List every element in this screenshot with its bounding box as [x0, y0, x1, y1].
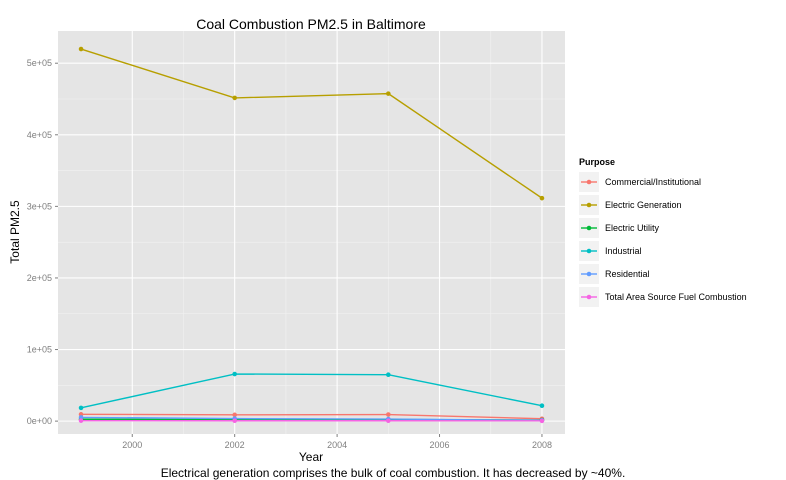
x-tick-label: 2004	[327, 440, 347, 450]
plot-panel	[58, 31, 565, 434]
data-point-industrial	[386, 372, 391, 378]
data-point-electric-generation	[386, 91, 391, 96]
legend-title: Purpose	[579, 157, 615, 167]
data-point-commercial-institutional	[232, 412, 237, 418]
legend-key-point	[586, 202, 592, 208]
data-point-electric-generation	[78, 46, 84, 52]
data-point-total-area-source-fuel-combustion	[539, 418, 545, 424]
data-point-industrial	[232, 371, 237, 377]
y-axis-title: Total PM2.5	[8, 200, 22, 264]
chart-caption: Electrical generation comprises the bulk…	[160, 466, 626, 480]
legend-key-point	[586, 179, 592, 185]
series-line-electric-generation	[80, 48, 543, 199]
y-tick-label: 4e+05	[27, 130, 52, 140]
y-tick-label: 5e+05	[27, 58, 52, 68]
legend-label-industrial: Industrial	[605, 246, 642, 256]
data-point-electric-generation	[232, 95, 237, 101]
series-points	[78, 46, 545, 424]
x-axis-title: Year	[299, 450, 323, 464]
y-tick-label: 0e+00	[27, 416, 52, 426]
data-point-industrial	[539, 403, 545, 409]
data-point-total-area-source-fuel-combustion	[78, 418, 84, 423]
y-tick-label: 2e+05	[27, 273, 52, 283]
data-point-electric-generation	[539, 195, 545, 201]
chart-title: Coal Combustion PM2.5 in Baltimore	[196, 16, 426, 32]
legend-label-residential: Residential	[605, 269, 650, 279]
x-tick-label: 2002	[225, 440, 245, 450]
data-point-total-area-source-fuel-combustion	[232, 418, 237, 424]
legend-key-point	[586, 225, 592, 231]
series-lines	[80, 48, 543, 422]
legend-label-electric-utility: Electric Utility	[605, 223, 660, 233]
x-tick-label: 2000	[122, 440, 142, 450]
data-point-total-area-source-fuel-combustion	[386, 418, 391, 424]
y-tick-label: 3e+05	[27, 201, 52, 211]
legend: Purpose Commercial/Institutional Electric…	[579, 157, 747, 307]
series-line-commercial-institutional	[81, 413, 542, 420]
legend-key-point	[586, 248, 592, 254]
legend-items: Commercial/Institutional Electric Generat…	[579, 172, 747, 307]
data-point-commercial-institutional	[386, 412, 391, 417]
series-line-residential	[81, 416, 542, 421]
grid-minor	[58, 31, 565, 434]
y-tick-label: 1e+05	[27, 345, 52, 355]
legend-label-commercial-institutional: Commercial/Institutional	[605, 177, 701, 187]
legend-key-point	[586, 294, 592, 300]
data-point-industrial	[78, 405, 84, 411]
x-tick-label: 2006	[430, 440, 450, 450]
legend-label-total-area-source-fuel-combustion: Total Area Source Fuel Combustion	[605, 292, 747, 302]
y-axis: 0e+00 1e+05 2e+05 3e+05 4e+05 5e+05	[27, 58, 58, 426]
data-point-residential	[78, 415, 84, 420]
x-tick-label: 2008	[532, 440, 552, 450]
legend-key-point	[586, 271, 592, 277]
series-line-industrial	[80, 373, 543, 409]
legend-label-electric-generation: Electric Generation	[605, 200, 682, 210]
x-axis: 2000 2002 2004 2006 2008	[122, 434, 552, 450]
